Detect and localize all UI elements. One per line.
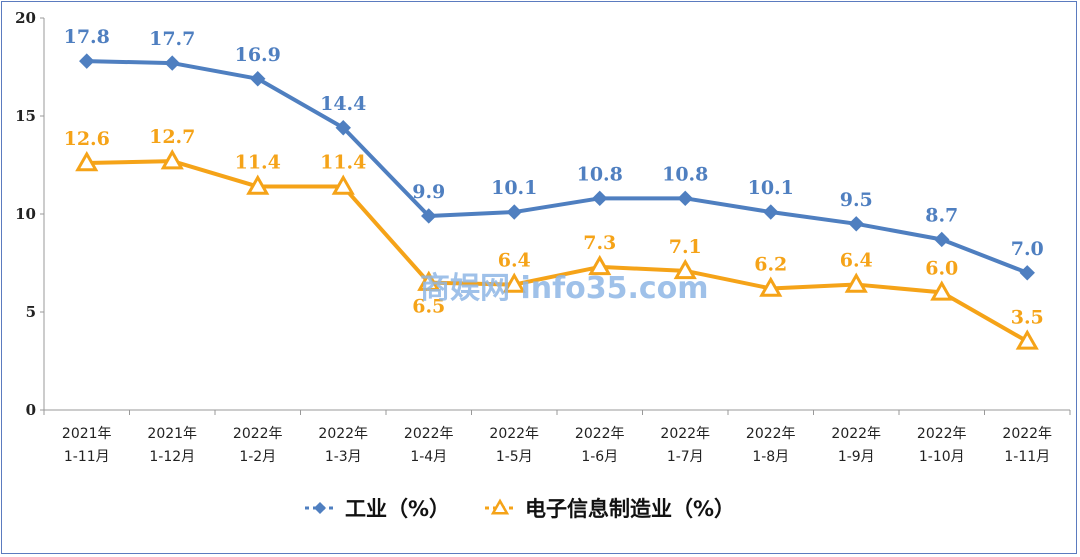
y-tick-label: 0 [26, 401, 36, 419]
diamond-marker [677, 190, 693, 207]
triangle-marker [417, 270, 441, 291]
triangle-marker [246, 174, 270, 195]
legend-diamond-marker [314, 502, 326, 514]
y-tick-label: 15 [15, 107, 36, 125]
series-line-1 [86, 59, 1028, 275]
x-tick-label-period: 1-10月 [919, 449, 965, 465]
x-tick-label-year: 2022年 [831, 426, 881, 442]
data-label: 11.4 [320, 152, 366, 174]
diamond-marker [934, 231, 950, 248]
triangle-marker [844, 272, 868, 293]
diamond-marker [1019, 265, 1035, 281]
triangle-marker [673, 258, 697, 280]
data-label: 6.4 [840, 250, 873, 272]
data-label: 9.9 [412, 181, 445, 203]
x-tick-label-year: 2021年 [62, 426, 112, 442]
diamond-marker [763, 204, 779, 220]
x-tick-label-year: 2022年 [660, 426, 710, 442]
x-tick-label-year: 2022年 [1002, 426, 1052, 442]
diamond-marker [506, 204, 522, 220]
data-label: 6.0 [925, 257, 958, 279]
y-tick-label: 10 [15, 205, 36, 223]
data-label: 8.7 [925, 204, 958, 226]
x-tick-label-year: 2022年 [233, 426, 283, 442]
data-label: 17.7 [149, 28, 195, 50]
data-label: 6.4 [498, 250, 531, 272]
diamond-marker [79, 53, 95, 69]
legend: 工业（%） 电子信息制造业（%） [305, 497, 735, 521]
triangle-marker [160, 149, 184, 170]
x-tick-label-year: 2022年 [917, 426, 967, 442]
series-layer [75, 53, 1039, 350]
data-label: 14.4 [320, 93, 366, 115]
triangle-marker [75, 151, 99, 172]
diamond-marker [335, 120, 351, 136]
data-label: 9.5 [840, 189, 873, 211]
data-label: 11.4 [235, 152, 281, 174]
x-tick-label-period: 1-12月 [149, 449, 195, 465]
triangle-marker [930, 280, 954, 301]
x-tick-label-year: 2022年 [318, 426, 368, 442]
diamond-marker [164, 55, 180, 71]
legend-label: 工业（%） [345, 497, 450, 521]
data-label: 7.1 [669, 236, 702, 258]
x-tick-label-year: 2022年 [489, 426, 539, 442]
x-tick-label-period: 1-6月 [581, 449, 618, 465]
data-label: 10.1 [491, 177, 537, 199]
x-tick-label-period: 1-5月 [496, 449, 533, 465]
x-tick-label-year: 2022年 [404, 426, 454, 442]
x-tick-label-year: 2021年 [147, 426, 197, 442]
triangle-marker [759, 276, 783, 297]
data-label: 7.0 [1011, 238, 1044, 260]
x-tick-label-period: 1-11月 [64, 449, 110, 465]
x-tick-label-period: 1-7月 [667, 449, 704, 465]
diamond-marker [421, 208, 437, 224]
x-tick-label-year: 2022年 [575, 426, 625, 442]
y-tick-label: 5 [26, 303, 36, 321]
data-labels: 17.8 17.7 16.9 14.4 9.9 10.1 10.8 10.8 10.1 9.5 8.… [64, 26, 1044, 328]
x-tick-label-period: 1-11月 [1004, 449, 1050, 465]
x-tick-label-period: 1-9月 [838, 449, 875, 465]
data-label: 6.2 [754, 253, 787, 275]
diamond-marker [848, 216, 864, 232]
x-tick-label-period: 1-4月 [410, 449, 447, 465]
watermark-text: 商娱网 info35.com [420, 271, 709, 306]
data-label: 12.6 [64, 128, 110, 150]
diamond-marker [592, 190, 608, 207]
triangle-marker [1015, 329, 1039, 350]
triangle-marker [502, 272, 526, 293]
y-tick-label: 20 [15, 9, 36, 27]
data-label: 10.8 [662, 163, 708, 185]
axes: 0 5 10 15 20 2021年 1-11月 2021年 1-12月 2022年 1-2月 202… [15, 9, 1071, 465]
triangle-marker [588, 254, 612, 276]
legend-label: 电子信息制造业（%） [525, 497, 735, 521]
triangle-marker [331, 174, 355, 195]
x-tick-label-period: 1-8月 [752, 449, 789, 465]
data-label: 6.5 [412, 296, 445, 318]
data-label: 16.9 [235, 44, 281, 66]
data-label: 10.1 [748, 177, 794, 199]
data-label: 10.8 [577, 163, 623, 185]
x-tick-label-period: 1-3月 [325, 449, 362, 465]
data-label: 17.8 [64, 26, 110, 48]
data-label: 7.3 [583, 232, 616, 254]
x-tick-label-period: 1-2月 [239, 449, 276, 465]
data-label: 12.7 [149, 126, 195, 148]
x-tick-label-year: 2022年 [746, 426, 796, 442]
series-line-2 [86, 159, 1029, 344]
legend-triangle-marker [490, 498, 510, 515]
data-label: 3.5 [1011, 306, 1044, 328]
diamond-marker [250, 71, 266, 87]
